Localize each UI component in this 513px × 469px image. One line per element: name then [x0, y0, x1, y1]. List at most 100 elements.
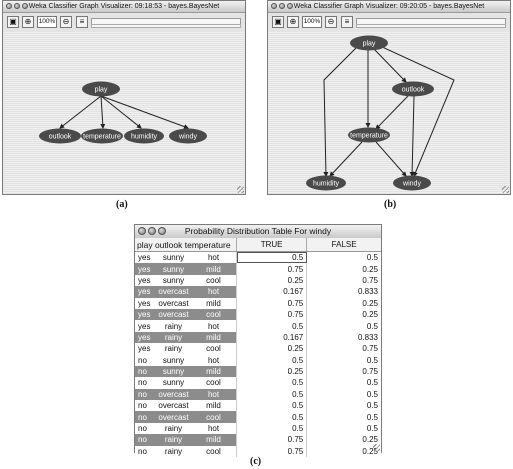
bottom-slider[interactable]	[356, 24, 506, 28]
graph-canvas[interactable]: play outlook temperature humidity windy	[3, 32, 245, 194]
node-humidity[interactable]: humidity	[124, 128, 164, 144]
cell-false[interactable]: 0.5	[306, 388, 381, 401]
table-row[interactable]: yes sunny hot 0.5 0.5	[135, 251, 381, 264]
title-bar[interactable]: Weka Classifier Graph Visualizer: 09:20:…	[268, 1, 510, 13]
layout-icon[interactable]: ≡	[76, 16, 88, 28]
cell-true[interactable]: 0.75	[235, 308, 307, 321]
window-close-icon[interactable]	[6, 3, 12, 9]
cell-true[interactable]: 0.167	[235, 331, 307, 344]
cell-false[interactable]: 0.5	[306, 251, 381, 264]
cell-true[interactable]: 0.167	[235, 286, 307, 298]
cell-false[interactable]: 0.75	[306, 274, 381, 287]
table-row[interactable]: no sunny cool 0.5 0.5	[135, 377, 381, 389]
cell-false[interactable]: 0.5	[306, 377, 381, 389]
window-minimize-icon[interactable]	[279, 3, 285, 9]
cell-false[interactable]: 0.25	[306, 263, 381, 275]
table-row[interactable]: yes rainy mild 0.167 0.833	[135, 331, 381, 344]
bayes-net-graph-a: play outlook temperature humidity windy	[39, 81, 207, 144]
title-bar[interactable]: Weka Classifier Graph Visualizer: 09:18:…	[3, 1, 245, 13]
toolbar: ▣ ⊕ 100% ⊖ ≡	[268, 13, 510, 33]
cell-true[interactable]: 0.5	[235, 251, 307, 264]
cell-true[interactable]: 0.5	[235, 400, 307, 412]
table-row[interactable]: yes sunny cool 0.25 0.75	[135, 274, 381, 287]
resize-grip-icon[interactable]	[373, 444, 380, 451]
cell-false[interactable]: 0.5	[306, 354, 381, 366]
resize-grip-icon[interactable]	[502, 186, 509, 193]
zoom-level-field[interactable]: 100%	[302, 16, 322, 28]
table-row[interactable]: yes overcast mild 0.75 0.25	[135, 297, 381, 309]
header-true[interactable]: TRUE	[235, 238, 307, 252]
resize-grip-icon[interactable]	[237, 186, 244, 193]
zoom-out-icon[interactable]: ⊖	[325, 16, 337, 28]
save-icon[interactable]: ▣	[272, 16, 284, 28]
zoom-out-icon[interactable]: ⊖	[60, 16, 72, 28]
window-zoom-icon[interactable]	[158, 227, 166, 235]
cell-true[interactable]: 0.25	[235, 343, 307, 355]
window-minimize-icon[interactable]	[14, 3, 20, 9]
window-zoom-icon[interactable]	[22, 3, 28, 9]
cell-false[interactable]: 0.25	[306, 308, 381, 321]
window-zoom-icon[interactable]	[287, 3, 293, 9]
zoom-in-icon[interactable]: ⊕	[287, 16, 299, 28]
header-false[interactable]: FALSE	[306, 238, 381, 252]
zoom-level-field[interactable]: 100%	[37, 16, 57, 28]
node-windy[interactable]: windy	[393, 175, 431, 191]
cell-true[interactable]: 0.25	[235, 365, 307, 378]
table-row[interactable]: yes overcast cool 0.75 0.25	[135, 308, 381, 321]
table-row[interactable]: no overcast hot 0.5 0.5	[135, 388, 381, 401]
svg-text:windy: windy	[178, 134, 197, 141]
node-play[interactable]: play	[82, 81, 120, 97]
cell-outlook: rainy	[156, 320, 191, 332]
node-play[interactable]: play	[350, 35, 388, 51]
graph-canvas[interactable]: play outlook temperature humidity windy	[268, 32, 510, 194]
cell-true[interactable]: 0.75	[235, 434, 307, 446]
cell-false[interactable]: 0.25	[306, 434, 381, 446]
node-windy[interactable]: windy	[169, 128, 207, 144]
cell-true[interactable]: 0.75	[235, 263, 307, 275]
table-row[interactable]: no sunny hot 0.5 0.5	[135, 354, 381, 366]
node-temperature[interactable]: temperature	[81, 128, 123, 144]
table-row[interactable]: no rainy cool 0.75 0.25	[135, 445, 381, 458]
window-close-icon[interactable]	[271, 3, 277, 9]
window-minimize-icon[interactable]	[148, 227, 156, 235]
cell-true[interactable]: 0.75	[235, 297, 307, 309]
window-close-icon[interactable]	[138, 227, 146, 235]
table-row[interactable]: yes rainy hot 0.5 0.5	[135, 320, 381, 332]
table-row[interactable]: no overcast cool 0.5 0.5	[135, 411, 381, 423]
layout-icon[interactable]: ≡	[341, 16, 353, 28]
node-temperature[interactable]: temperature	[348, 127, 390, 143]
cell-true[interactable]: 0.5	[235, 377, 307, 389]
cell-true[interactable]: 0.5	[235, 411, 307, 423]
cell-true[interactable]: 0.5	[235, 388, 307, 401]
cell-true[interactable]: 0.5	[235, 320, 307, 332]
cell-true[interactable]: 0.5	[235, 422, 307, 435]
table-row[interactable]: yes rainy cool 0.25 0.75	[135, 343, 381, 355]
node-humidity[interactable]: humidity	[306, 175, 346, 191]
cell-true[interactable]: 0.25	[235, 274, 307, 287]
table-row[interactable]: yes overcast hot 0.167 0.833	[135, 286, 381, 298]
table-row[interactable]: no rainy mild 0.75 0.25	[135, 434, 381, 446]
table-row[interactable]: no rainy hot 0.5 0.5	[135, 422, 381, 435]
cell-temperature: mild	[191, 365, 237, 378]
table-row[interactable]: no sunny mild 0.25 0.75	[135, 365, 381, 378]
cell-false[interactable]: 0.5	[306, 400, 381, 412]
cell-false[interactable]: 0.833	[306, 331, 381, 344]
cell-false[interactable]: 0.25	[306, 445, 381, 458]
cell-false[interactable]: 0.75	[306, 343, 381, 355]
node-outlook[interactable]: outlook	[39, 128, 81, 144]
cell-false[interactable]: 0.5	[306, 320, 381, 332]
bottom-slider[interactable]	[91, 24, 241, 28]
cell-false[interactable]: 0.75	[306, 365, 381, 378]
node-outlook[interactable]: outlook	[392, 81, 434, 97]
zoom-in-icon[interactable]: ⊕	[22, 16, 34, 28]
cell-false[interactable]: 0.833	[306, 286, 381, 298]
cell-false[interactable]: 0.25	[306, 297, 381, 309]
table-row[interactable]: yes sunny mild 0.75 0.25	[135, 263, 381, 275]
title-bar[interactable]: Probability Distribution Table For windy	[135, 225, 381, 239]
save-icon[interactable]: ▣	[7, 16, 19, 28]
cell-false[interactable]: 0.5	[306, 411, 381, 423]
table-row[interactable]: no overcast mild 0.5 0.5	[135, 400, 381, 412]
cell-true[interactable]: 0.75	[235, 445, 307, 458]
cell-false[interactable]: 0.5	[306, 422, 381, 435]
cell-true[interactable]: 0.5	[235, 354, 307, 366]
